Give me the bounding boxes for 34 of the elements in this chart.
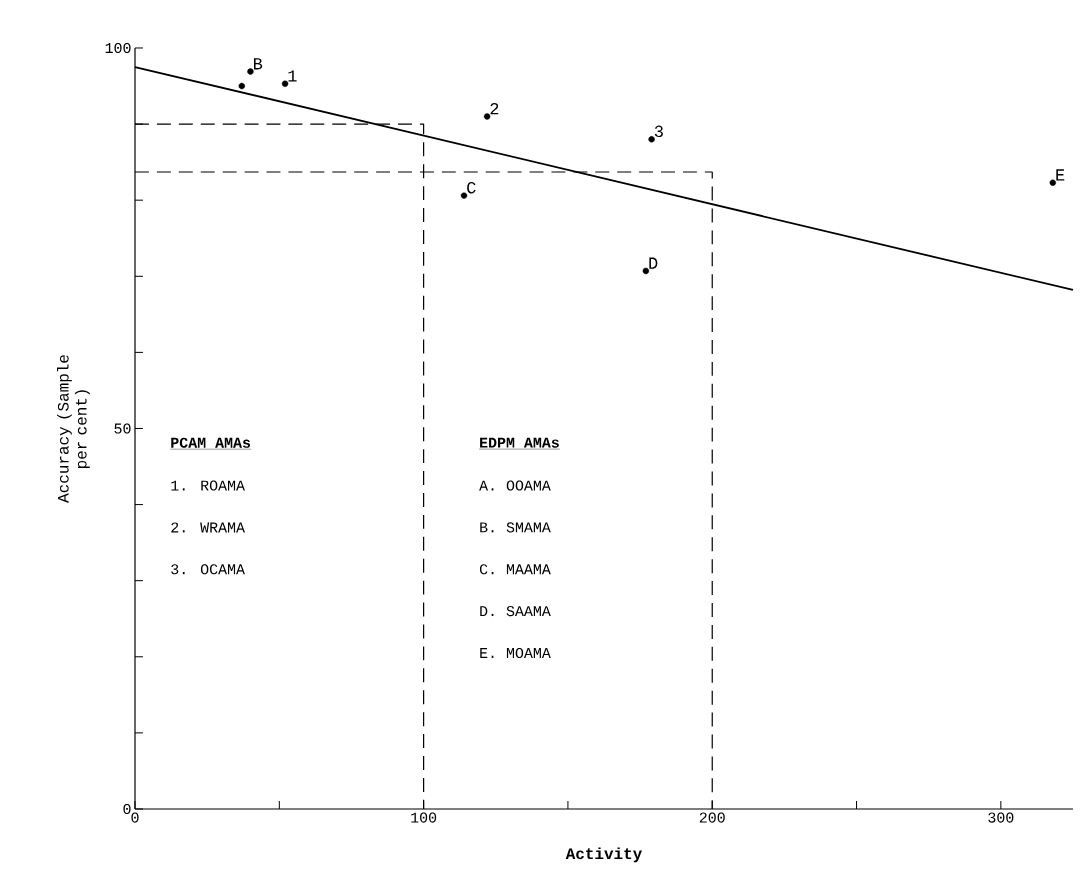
annotation: 3. OCAMA <box>171 564 245 575</box>
point <box>642 267 650 275</box>
x-tick-label: 0 <box>131 812 139 823</box>
y-tick-label: 0 <box>123 803 131 815</box>
annotation: C. MAAMA <box>479 564 551 575</box>
y-tick-label: 100 <box>105 42 131 54</box>
annotation: 1. ROAMA <box>171 480 245 491</box>
x-tick-label: 300 <box>988 812 1014 823</box>
annotation: D <box>649 257 658 269</box>
annotation: PCAM AMAs <box>171 437 251 448</box>
annotation: 2 <box>490 102 499 115</box>
point <box>483 113 491 120</box>
annotation: D. SAAMA <box>480 606 551 617</box>
annotation: C <box>467 181 476 194</box>
annotation: EDPM AMAs <box>480 437 559 448</box>
annotation: B <box>253 58 263 70</box>
annotation: B. SMAMA <box>480 522 551 533</box>
x-tick-label: 200 <box>699 812 725 823</box>
y-tick-label: 50 <box>114 423 131 434</box>
annotation: A. OOAMA <box>479 480 551 491</box>
annotation: E. MOAMA <box>480 647 551 659</box>
x-tick-label: 100 <box>411 812 437 823</box>
point <box>1049 179 1056 186</box>
annotation: E <box>1056 169 1065 181</box>
point <box>281 80 289 87</box>
point <box>648 136 655 143</box>
y-axis-title: Accuracy (Sample per cent) <box>56 355 90 503</box>
point <box>460 192 468 199</box>
x-axis-title: Activity <box>565 847 642 863</box>
annotation: 2. WRAMA <box>171 522 245 533</box>
point <box>238 82 245 90</box>
annotation: 3 <box>654 125 663 138</box>
point <box>247 68 254 75</box>
annotation: 1 <box>288 70 297 82</box>
